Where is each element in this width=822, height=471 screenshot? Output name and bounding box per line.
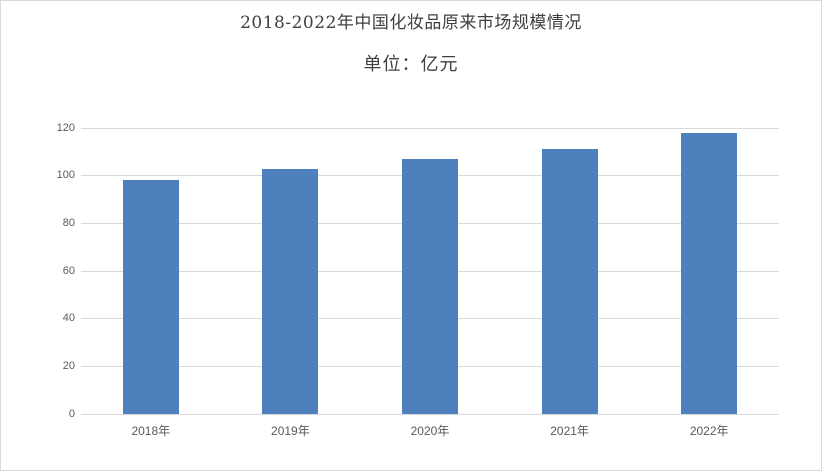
y-axis-tick-label: 40 [62, 312, 75, 325]
y-axis-tick-label: 80 [62, 216, 75, 229]
x-axis-tick-label: 2022年 [689, 424, 729, 438]
x-axis-tick-label: 2021年 [550, 424, 589, 438]
gridline-y-0 [81, 413, 779, 415]
y-axis-tick-label: 20 [62, 359, 75, 372]
bar-2021年 [541, 149, 598, 414]
chart-subtitle: 单位：亿元 [363, 54, 459, 75]
chart-title: 2018-2022年中国化妆品原来市场规模情况 [240, 13, 582, 33]
y-axis-tick-label: 60 [62, 264, 75, 277]
x-axis-tick-label: 2019年 [271, 424, 310, 438]
y-axis-tick-label: 100 [56, 169, 75, 182]
bar-2022年 [681, 132, 738, 414]
x-axis-tick-label: 2020年 [410, 424, 450, 438]
bar-2018年 [122, 180, 179, 414]
y-axis-tick-label: 0 [68, 407, 75, 420]
bar-2020年 [402, 158, 458, 414]
bar-2019年 [262, 168, 319, 414]
x-axis-tick-label: 2018年 [131, 424, 171, 438]
gridline-y-120 [81, 127, 779, 129]
y-axis-tick-label: 120 [56, 121, 75, 134]
